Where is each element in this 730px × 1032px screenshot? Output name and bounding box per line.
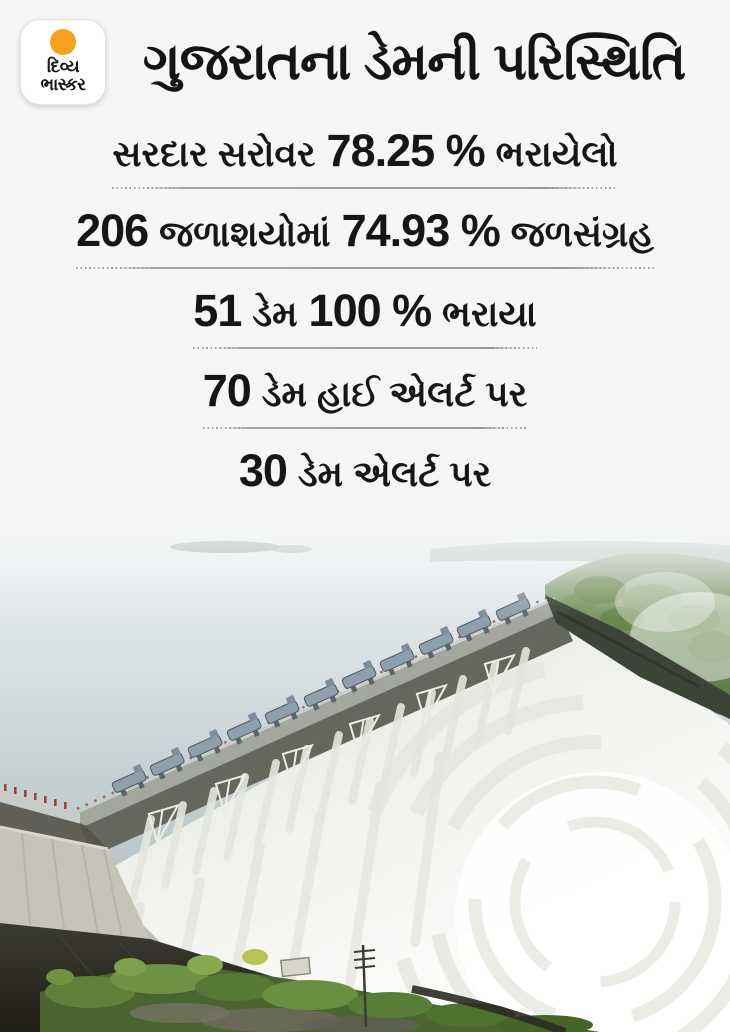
stat-row-high-alert: 70 ડેમ હાઈ એલર્ટ પર [202,366,528,429]
stat-text: 51 ડેમ 100 % ભરાયા [193,286,536,339]
stat-value: 70 [202,365,252,416]
logo-text-line2: ભાસ્કર [40,74,86,94]
stat-label: ડેમ હાઈ એલર્ટ પર [261,373,528,414]
stat-label: ભરાયેલો [495,133,618,174]
stat-label: જળાશયોમાં [159,213,331,254]
stat-divider [112,187,618,189]
stat-text: 206 જળાશયોમાં 74.93 % જળસંગ્રહ [76,206,654,259]
page-title: ગુજરાતના ડેમની પરિસ્થિતિ [142,32,687,91]
divya-bhaskar-logo: દિવ્ય ભાસ્કર [20,19,106,105]
stat-value: 78.25 % [326,125,486,176]
stat-value: 206 [76,205,149,256]
stat-text: 70 ડેમ હાઈ એલર્ટ પર [203,366,528,419]
stat-divider [76,267,654,269]
logo-text-line1: દિવ્ય [46,57,80,77]
stat-label: ડેમ [252,293,298,334]
stat-label: જળસંગ્રહ [510,213,654,254]
stat-divider [202,427,528,429]
stat-row-sardar-sarovar: સરદાર સરોવર 78.25 % ભરાયેલો [112,126,618,189]
dam-photo [0,487,730,1032]
stat-text: સરદાર સરોવર 78.25 % ભરાયેલો [112,126,617,179]
stat-value: 74.93 % [341,205,501,256]
stat-value: 51 [193,285,242,336]
stat-row-full-dams: 51 ડેમ 100 % ભરાયા [193,286,537,349]
stat-label: સરદાર સરોવર [112,133,316,174]
stat-divider [193,347,537,349]
stats-list: સરદાર સરોવર 78.25 % ભરાયેલો 206 જળાશયોમા… [0,126,730,526]
header: દિવ્ય ભાસ્કર ગુજરાતના ડેમની પરિસ્થિતિ [20,18,710,106]
stat-value: 100 % [308,285,433,336]
stat-row-reservoirs: 206 જળાશયોમાં 74.93 % જળસંગ્રહ [76,206,654,269]
stat-label: ભરાયા [442,293,537,334]
sun-icon [50,29,76,56]
